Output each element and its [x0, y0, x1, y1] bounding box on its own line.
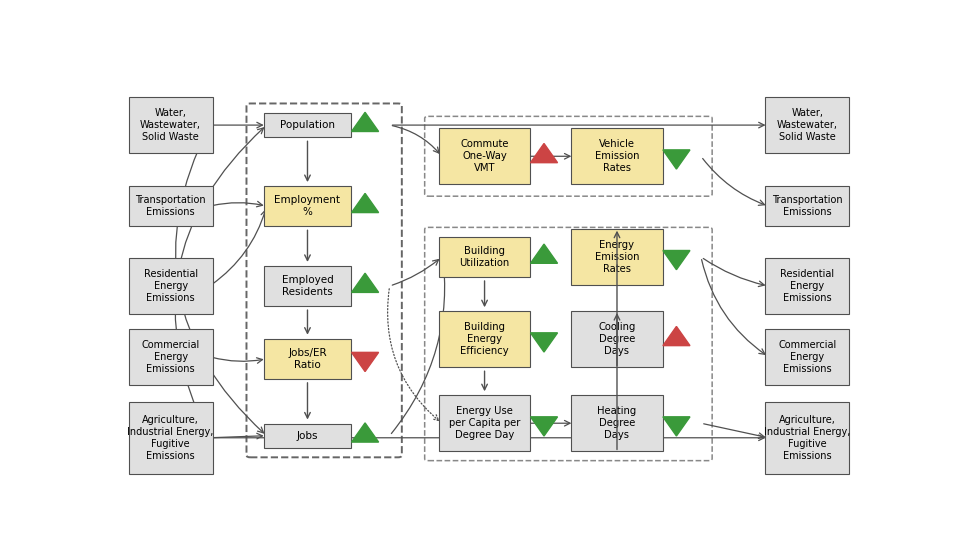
Polygon shape: [663, 326, 690, 346]
Polygon shape: [531, 417, 558, 436]
Text: Residential
Energy
Emissions: Residential Energy Emissions: [144, 269, 198, 303]
Text: Energy Use
per Capita per
Degree Day: Energy Use per Capita per Degree Day: [449, 406, 520, 440]
FancyBboxPatch shape: [129, 402, 212, 474]
Text: Residential
Energy
Emissions: Residential Energy Emissions: [780, 269, 834, 303]
FancyBboxPatch shape: [129, 186, 212, 226]
Polygon shape: [663, 251, 690, 269]
Text: Water,
Wastewater,
Solid Waste: Water, Wastewater, Solid Waste: [777, 108, 838, 142]
FancyBboxPatch shape: [439, 312, 530, 367]
Text: Agriculture,
Industrial Energy,
Fugitive
Emissions: Agriculture, Industrial Energy, Fugitive…: [764, 415, 851, 461]
Text: Transportation
Emissions: Transportation Emissions: [772, 195, 843, 217]
Text: Building
Energy
Efficiency: Building Energy Efficiency: [460, 322, 509, 356]
FancyBboxPatch shape: [765, 402, 850, 474]
Polygon shape: [351, 193, 378, 213]
Text: Building
Utilization: Building Utilization: [460, 246, 510, 268]
Polygon shape: [663, 417, 690, 436]
FancyBboxPatch shape: [264, 113, 351, 137]
Text: Commercial
Energy
Emissions: Commercial Energy Emissions: [779, 340, 836, 374]
FancyBboxPatch shape: [129, 97, 212, 153]
FancyBboxPatch shape: [765, 329, 850, 384]
Text: Transportation
Emissions: Transportation Emissions: [135, 195, 205, 217]
Text: Jobs/ER
Ratio: Jobs/ER Ratio: [288, 348, 326, 370]
Text: Population: Population: [280, 120, 335, 130]
Text: Energy
Emission
Rates: Energy Emission Rates: [595, 240, 639, 274]
Polygon shape: [531, 244, 558, 264]
FancyBboxPatch shape: [129, 329, 212, 384]
Text: Employed
Residents: Employed Residents: [281, 275, 333, 297]
Text: Heating
Degree
Days: Heating Degree Days: [597, 406, 636, 440]
Polygon shape: [531, 333, 558, 352]
FancyBboxPatch shape: [264, 266, 351, 306]
FancyBboxPatch shape: [571, 312, 662, 367]
FancyBboxPatch shape: [571, 129, 662, 184]
FancyBboxPatch shape: [765, 186, 850, 226]
Text: Water,
Wastewater,
Solid Waste: Water, Wastewater, Solid Waste: [140, 108, 201, 142]
Polygon shape: [351, 353, 378, 372]
FancyBboxPatch shape: [439, 395, 530, 451]
FancyBboxPatch shape: [765, 258, 850, 314]
Polygon shape: [351, 273, 378, 292]
FancyBboxPatch shape: [264, 424, 351, 448]
FancyBboxPatch shape: [439, 237, 530, 277]
Text: Jobs: Jobs: [297, 431, 318, 441]
Polygon shape: [351, 423, 378, 442]
Polygon shape: [531, 144, 558, 163]
Text: Employment
%: Employment %: [275, 195, 341, 217]
Text: Commute
One-Way
VMT: Commute One-Way VMT: [460, 139, 509, 173]
FancyBboxPatch shape: [264, 186, 351, 226]
Polygon shape: [351, 112, 378, 132]
FancyBboxPatch shape: [765, 97, 850, 153]
Text: Vehicle
Emission
Rates: Vehicle Emission Rates: [595, 139, 639, 173]
FancyBboxPatch shape: [264, 339, 351, 379]
FancyBboxPatch shape: [571, 229, 662, 285]
Polygon shape: [663, 150, 690, 169]
Text: Agriculture,
Industrial Energy,
Fugitive
Emissions: Agriculture, Industrial Energy, Fugitive…: [128, 415, 214, 461]
FancyBboxPatch shape: [129, 258, 212, 314]
FancyBboxPatch shape: [439, 129, 530, 184]
Text: Cooling
Degree
Days: Cooling Degree Days: [598, 322, 636, 356]
Text: Commercial
Energy
Emissions: Commercial Energy Emissions: [141, 340, 200, 374]
FancyBboxPatch shape: [571, 395, 662, 451]
